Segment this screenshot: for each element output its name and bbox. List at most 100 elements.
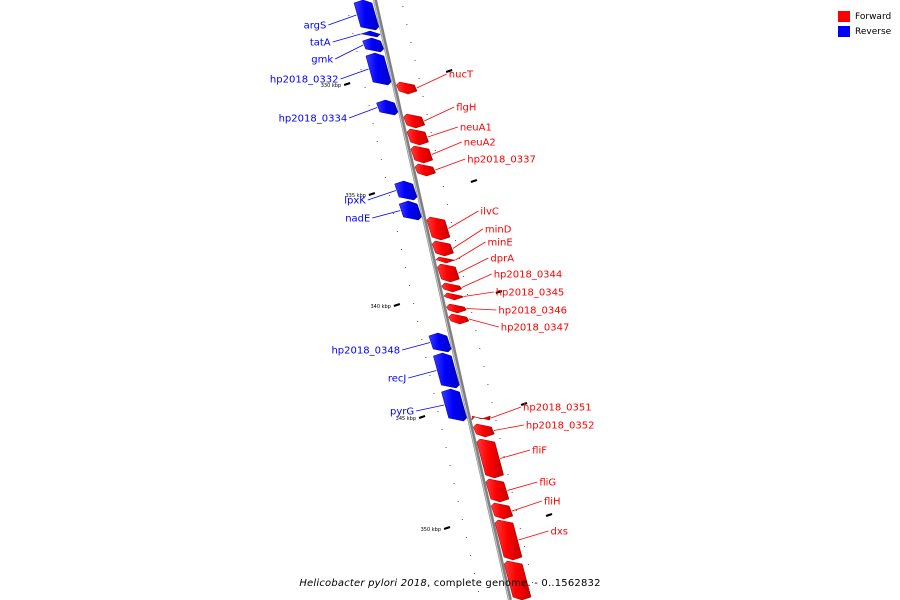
gene-fliG[interactable] [485,478,510,503]
gene-label-minE[interactable]: minE [488,238,513,249]
gene-label-tatA[interactable]: tatA [310,38,331,49]
gene-hp2018_0346[interactable] [446,303,467,314]
scale-tick [418,415,426,419]
scale-tick-right [545,513,553,517]
scale-tick [443,526,451,530]
gene-leader-line [408,370,437,379]
gene-nadE[interactable] [398,200,422,221]
gene-dxs[interactable] [494,519,523,561]
gene-label-neuA1[interactable]: neuA1 [460,123,492,134]
gene-label-neuA2[interactable]: neuA2 [464,138,496,149]
gene-label-nucT[interactable]: nucT [449,70,474,81]
reverse-swatch [838,26,850,37]
gene-hp2018_0351[interactable] [471,415,491,421]
map-caption: Helicobacter pylori 2018, complete genom… [0,578,900,589]
gene-leader-line [452,228,484,249]
scale-tick [343,82,351,86]
gene-label-fliG[interactable]: fliG [539,478,556,489]
gene-fliH[interactable] [490,502,514,520]
gene-leader-line [461,273,492,288]
gene-leader-line [340,68,369,80]
gene-nucT[interactable] [396,81,418,95]
gene-label-nadE[interactable]: nadE [345,214,370,225]
gene-leader-line [463,291,494,297]
gene-label-hp2018_0334[interactable]: hp2018_0334 [279,114,348,125]
gene-unnamed[interactable] [503,560,532,600]
gene-leader-line [448,210,479,229]
gene-leader-line [468,318,499,328]
gene-label-hp2018_0351[interactable]: hp2018_0351 [523,403,592,414]
gene-neuA2[interactable] [410,145,434,164]
legend-item-forward: Forward [838,9,891,24]
gene-tatA[interactable] [360,30,381,38]
gene-label-hp2018_0344[interactable]: hp2018_0344 [494,270,563,281]
gene-label-hp2018_0332[interactable]: hp2018_0332 [270,75,339,86]
scale-tick-label: 350 kbp [421,527,441,533]
organism-name: Helicobacter pylori 2018 [299,578,427,589]
gene-neuA1[interactable] [406,128,429,146]
gene-argS[interactable] [353,0,380,31]
gene-label-flgH[interactable]: flgH [456,103,476,114]
legend-label-forward: Forward [855,11,892,22]
gene-label-fliF[interactable]: fliF [532,446,547,457]
scale-tick-right [520,402,528,406]
gene-leader-line [458,257,489,274]
gene-flgH[interactable] [403,113,426,129]
gene-leader-line [401,342,431,351]
gene-recJ[interactable] [433,352,460,389]
gene-label-hp2018_0348[interactable]: hp2018_0348 [331,346,400,357]
background-dots [348,6,533,592]
gene-leader-line [500,449,531,459]
scale-tick-right [445,69,453,73]
legend: Forward Reverse [838,9,891,39]
gene-label-hp2018_0347[interactable]: hp2018_0347 [501,323,570,334]
gene-leader-line [332,33,361,43]
gene-hp2018_0345[interactable] [443,292,465,301]
gene-dprA[interactable] [437,263,460,283]
gene-hp2018_0337[interactable] [414,163,436,177]
gene-label-gmk[interactable]: gmk [311,55,333,66]
gene-minE[interactable] [435,256,456,264]
gene-leader-line [416,73,447,89]
gene-hp2018_0334[interactable] [376,99,399,116]
gene-leader-line [493,424,524,431]
gene-minD[interactable] [431,240,454,257]
gene-label-pyrG[interactable]: pyrG [390,407,414,418]
gene-leader-line [431,141,462,155]
gene-pyrG[interactable] [441,388,467,422]
gene-leader-line [349,107,378,119]
sequence-backbone-highlight [373,0,510,600]
gene-label-recJ[interactable]: recJ [388,374,407,385]
gene-label-dprA[interactable]: dprA [490,254,514,265]
gene-gmk[interactable] [362,37,384,53]
gene-leader-line [455,241,486,261]
gene-label-fliH[interactable]: fliH [544,497,561,508]
gene-leader-line [435,158,466,171]
gene-label-argS[interactable]: argS [304,21,327,32]
sequence-backbone [373,0,512,600]
gene-hp2018_0352[interactable] [473,423,495,438]
caption-rest: , complete genome. - 0..1562832 [426,578,601,589]
gene-ilvC[interactable] [426,216,451,241]
gene-lpxK[interactable] [394,180,418,201]
gene-hp2018_0348[interactable] [428,332,452,353]
gene-leader-line [372,210,401,219]
gene-label-lpxK[interactable]: lpxK [344,196,366,207]
gene-hp2018_0347[interactable] [448,313,470,325]
scale-tick-label: 330 kbp [321,83,341,89]
gene-label-hp2018_0345[interactable]: hp2018_0345 [496,288,565,299]
scale-tick-label: 345 kbp [396,416,416,422]
gene-label-hp2018_0346[interactable]: hp2018_0346 [498,306,567,317]
gene-label-hp2018_0337[interactable]: hp2018_0337 [467,155,536,166]
gene-leader-line [424,106,455,122]
gene-label-ilvC[interactable]: ilvC [480,207,498,218]
gene-label-hp2018_0352[interactable]: hp2018_0352 [526,421,595,432]
legend-label-reverse: Reverse [855,26,892,37]
gene-label-minD[interactable]: minD [485,225,512,236]
gene-hp2018_0332[interactable] [365,52,392,86]
gene-leader-line [490,406,522,419]
gene-fliF[interactable] [476,438,504,479]
gene-leader-line [466,308,497,311]
gene-label-dxs[interactable]: dxs [551,527,568,538]
gene-hp2018_0344[interactable] [441,282,463,293]
